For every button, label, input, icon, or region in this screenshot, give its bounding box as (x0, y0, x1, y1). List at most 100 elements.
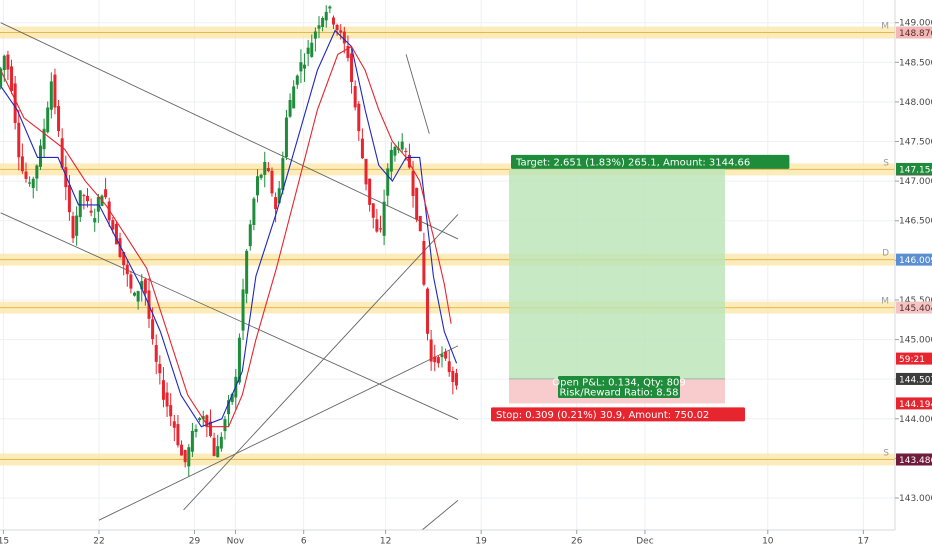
candle-body (270, 170, 274, 194)
candle-body (245, 250, 249, 294)
candle-body (418, 216, 422, 232)
candle-body (82, 195, 86, 197)
level-price-tag-label: 148.876 (899, 29, 932, 39)
candle-body (400, 141, 404, 150)
level-letter: M (881, 297, 889, 307)
trendline[interactable] (183, 214, 459, 511)
candle-body (212, 437, 216, 456)
candle-body (350, 53, 354, 82)
trendlines[interactable] (0, 22, 459, 538)
price-tag (896, 372, 932, 385)
price-tag-label: 144.194 (899, 400, 932, 410)
candle-body (158, 363, 162, 374)
candle-body (114, 223, 118, 245)
level-letter: S (883, 158, 889, 168)
candle-body (205, 415, 209, 427)
pnl-box (558, 376, 680, 398)
candle-body (180, 444, 184, 456)
time-tick-label: 15 (0, 537, 9, 547)
candle-body (223, 419, 227, 432)
level-price-tag (896, 26, 932, 39)
candle-body (28, 182, 32, 184)
candle-body (389, 149, 393, 172)
level-price-tag-label: 145.404 (899, 304, 932, 314)
price-axis[interactable]: 143.000143.500144.000144.500145.000145.5… (894, 0, 932, 530)
candle-body (53, 74, 57, 108)
level-letter: M (881, 22, 889, 32)
level-price-tag (896, 453, 932, 466)
candle-body (324, 11, 328, 21)
candle-body (57, 106, 61, 132)
target-label-group: Target: 2.651 (1.83%) 265.1, Amount: 314… (511, 154, 790, 169)
trendline[interactable] (98, 345, 459, 521)
price-tick-label: 146.500 (899, 217, 932, 227)
candle-body (64, 167, 68, 188)
stop-label: Stop: 0.309 (0.21%) 30.9, Amount: 750.02 (496, 410, 709, 421)
time-tick-label: Nov (227, 537, 245, 547)
candle-body (404, 150, 408, 152)
candle-body (13, 83, 17, 123)
moving-average-line (0, 29, 458, 428)
price-tick-label: 143.000 (899, 494, 932, 504)
candle-body (256, 176, 260, 196)
level-price-tag-label: 146.009 (899, 256, 932, 266)
candle-body (129, 274, 133, 289)
candle-body (266, 167, 270, 172)
candle-body (46, 107, 50, 133)
time-axis[interactable]: 15 22 29 Nov 6 12 19 26 Dec 10 17 (0, 529, 932, 550)
candle-body (93, 218, 97, 223)
candle-body (208, 421, 212, 437)
candle-body (357, 103, 361, 132)
price-tick-label: 147.000 (899, 177, 932, 187)
level-price-tag (896, 301, 932, 314)
trendline[interactable] (0, 22, 459, 240)
candle-body (382, 201, 386, 236)
candle-body (436, 357, 440, 364)
position-zones[interactable] (509, 168, 725, 404)
candle-body (284, 117, 288, 158)
candle-body (451, 370, 455, 382)
price-tag-label: 144.503 (899, 375, 932, 385)
candle-body (277, 188, 281, 204)
trendline[interactable] (405, 54, 430, 134)
price-tick-label: 144.000 (899, 415, 932, 425)
time-tick-label: 22 (93, 537, 104, 547)
target-zone[interactable] (509, 168, 725, 379)
price-tick-label: 145.000 (899, 336, 932, 346)
candle-body (378, 228, 382, 230)
time-tick-label: 10 (762, 537, 774, 547)
candle-body (310, 42, 314, 57)
candle-body (263, 161, 267, 175)
candle-body (143, 279, 147, 294)
candle-body (306, 47, 310, 54)
candle-body (386, 168, 390, 196)
time-tick-label: 29 (189, 537, 201, 547)
price-tag (896, 397, 932, 410)
candle-body (411, 170, 415, 196)
candle-body (237, 337, 241, 383)
level-price-tag (896, 253, 932, 266)
candle-body (71, 216, 75, 239)
candle-body (118, 238, 122, 257)
candle-body (183, 450, 187, 463)
candle-body (169, 405, 173, 417)
candle-body (176, 424, 180, 446)
time-tick-label: 17 (858, 537, 869, 547)
price-tag-label: 147.154 (899, 165, 932, 175)
candle-body (17, 122, 21, 158)
target-label-box (511, 154, 790, 169)
candle-body (227, 400, 231, 415)
candle-body (364, 158, 368, 185)
time-tick-label: 19 (475, 537, 487, 547)
candle-body (429, 339, 433, 362)
level-letter: S (883, 449, 889, 459)
candle-body (198, 418, 202, 421)
moving-average-line (0, 45, 452, 428)
price-tick-label: 148.000 (899, 98, 932, 108)
trendline[interactable] (0, 212, 459, 420)
candle-body (0, 68, 3, 87)
moving-averages (0, 29, 458, 428)
candle-body (122, 252, 126, 266)
candle-body (292, 86, 296, 109)
